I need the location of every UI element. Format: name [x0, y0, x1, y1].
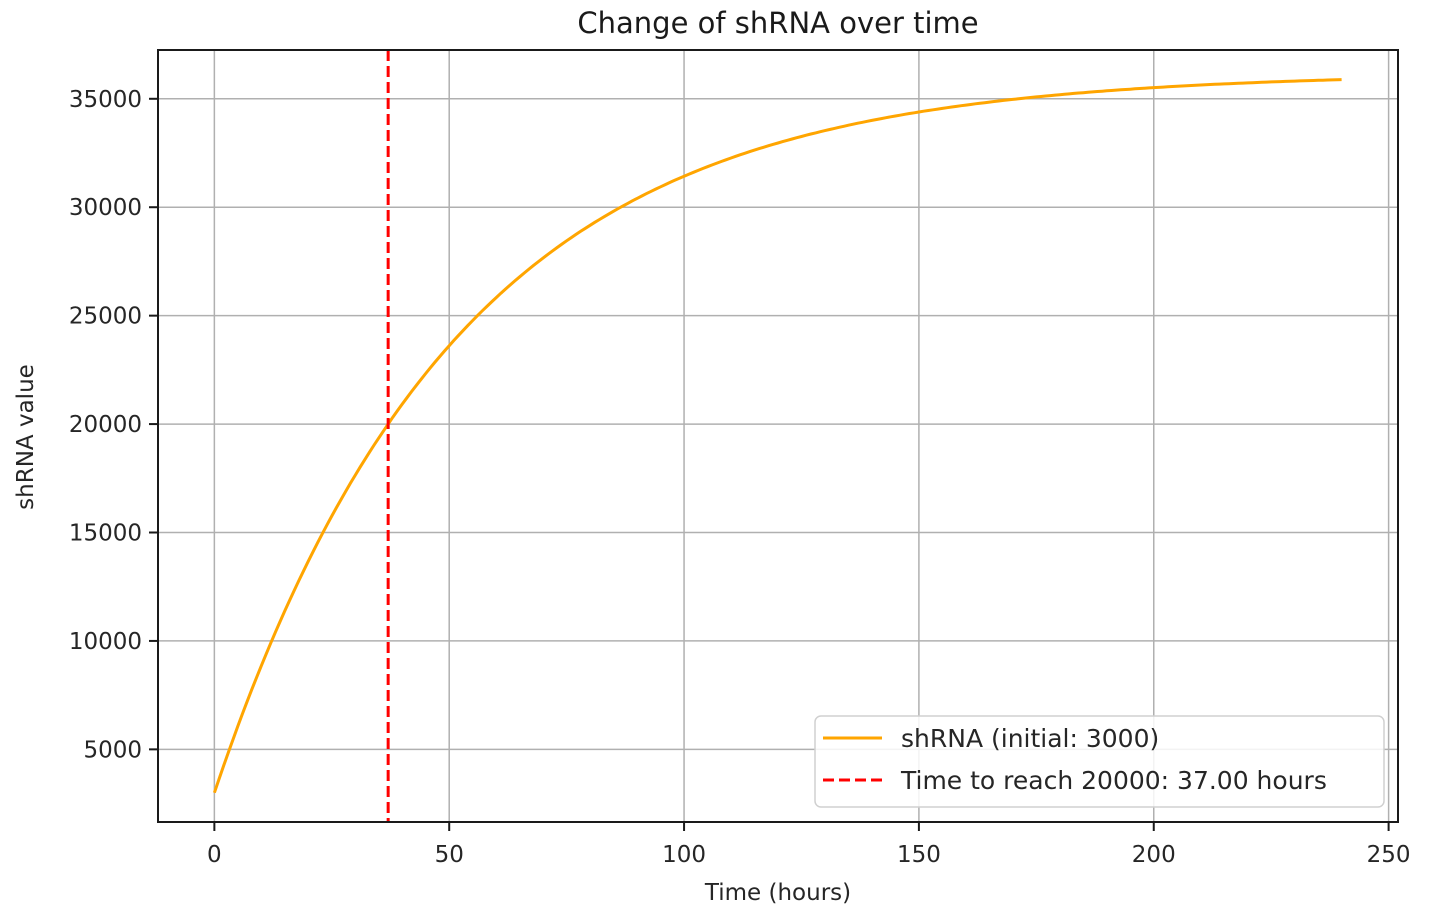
- shrna-curve: [212, 78, 1342, 794]
- y-tick-label: 35000: [69, 87, 142, 113]
- legend-label-shrna: shRNA (initial: 3000): [901, 724, 1159, 753]
- grid-lines: [158, 50, 1398, 822]
- x-axis: 0 50 100 150 200 250: [207, 822, 1411, 868]
- x-tick-label: 50: [435, 842, 464, 868]
- chart-title: Change of shRNA over time: [577, 6, 978, 40]
- plot-frame: [157, 49, 1399, 823]
- x-axis-label: Time (hours): [704, 880, 851, 906]
- legend-box: [814, 715, 1385, 808]
- x-tick-label: 150: [897, 842, 941, 868]
- x-tick-label: 100: [662, 842, 706, 868]
- y-tick-label: 15000: [69, 521, 142, 547]
- y-tick-label: 20000: [69, 412, 142, 438]
- x-tick-label: 0: [207, 842, 222, 868]
- y-tick-label: 25000: [69, 304, 142, 330]
- x-tick-label: 200: [1132, 842, 1176, 868]
- y-tick-label: 10000: [69, 629, 142, 655]
- y-tick-label: 30000: [69, 195, 142, 221]
- legend: shRNA (initial: 3000) Time to reach 2000…: [814, 715, 1385, 808]
- y-axis-label: shRNA value: [13, 364, 39, 510]
- y-axis: 5000 10000 15000 20000 25000 30000 35000: [69, 87, 158, 763]
- y-tick-label: 5000: [83, 737, 142, 763]
- x-tick-label: 250: [1367, 842, 1411, 868]
- plot-area: [212, 50, 1342, 822]
- legend-label-threshold: Time to reach 20000: 37.00 hours: [900, 766, 1327, 795]
